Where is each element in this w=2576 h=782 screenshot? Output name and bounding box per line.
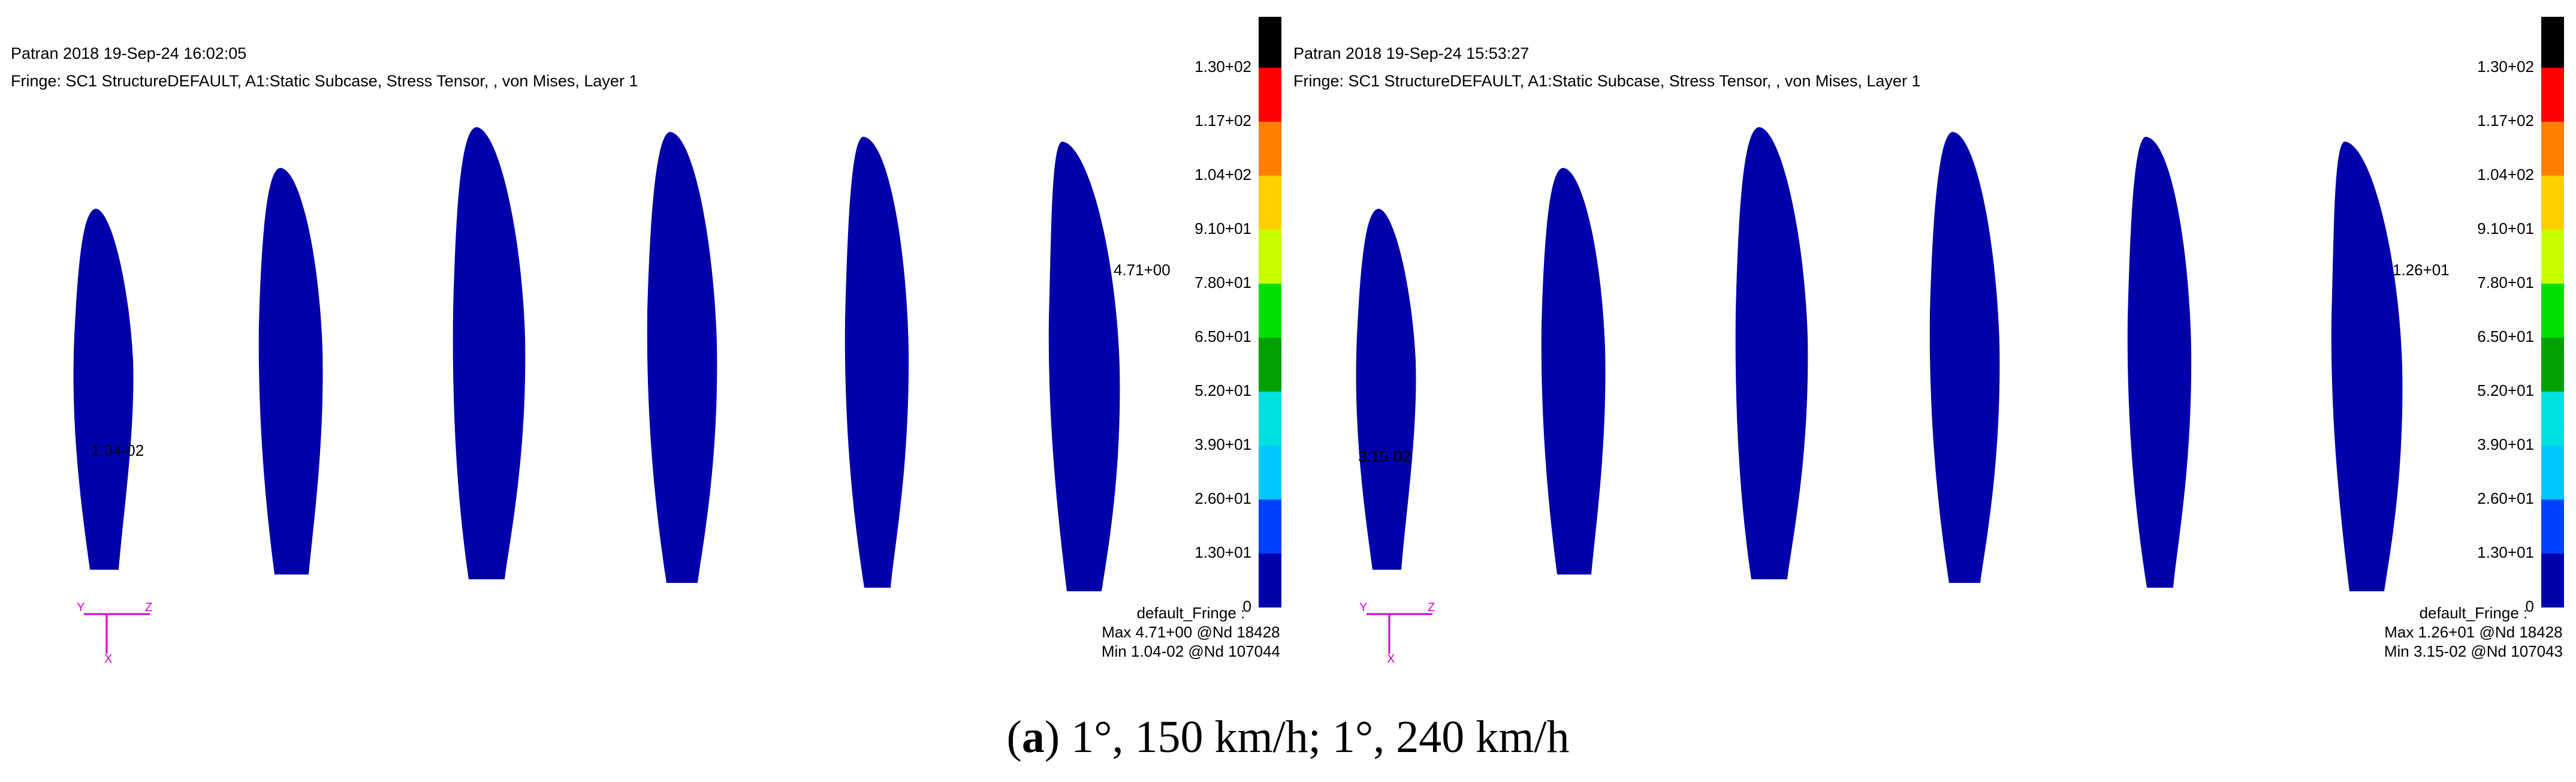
blade-section-5	[2127, 137, 2192, 588]
figure-caption: (a) 1°, 150 km/h; 1°, 240 km/h	[1006, 712, 1570, 762]
blade-section-5	[844, 137, 909, 588]
blade-section-6	[1048, 142, 1120, 591]
max-value-marker: 4.71+00	[1114, 261, 1171, 279]
colorbar-segment	[1259, 17, 1281, 68]
colorbar-segment	[1259, 122, 1281, 176]
blade-sections	[1356, 127, 2403, 591]
caption-text: ) 1°, 150 km/h; 1°, 240 km/h	[1044, 712, 1570, 762]
blade-section-4	[647, 132, 717, 583]
colorbar-segment	[2541, 176, 2564, 230]
triad-icon	[1367, 613, 1432, 654]
viewport-title: Patran 2018 19-Sep-24 16:02:05	[11, 44, 247, 62]
axis-label-y: Y	[1359, 601, 1368, 614]
fringe-description: Fringe: SC1 StructureDEFAULT, A1:Static …	[11, 72, 638, 90]
legend-footer-line: Max 4.71+00 @Nd 18428	[1102, 623, 1280, 641]
colorbar-tick: 1.30+02	[1195, 58, 1251, 76]
axis-label-z: Z	[1428, 601, 1435, 614]
colorbar-segment	[1259, 500, 1281, 554]
result-viewport-right: Patran 2018 19-Sep-24 15:53:27 Fringe: S…	[1283, 0, 2565, 702]
legend-footer-line: Min 3.15-02 @Nd 107043	[2384, 642, 2563, 660]
colorbar-tick: 7.80+01	[2477, 273, 2534, 291]
colorbar-segment	[1259, 446, 1281, 500]
result-viewport-left: Patran 2018 19-Sep-24 16:02:05 Fringe: S…	[0, 0, 1283, 702]
axis-label-z: Z	[145, 601, 153, 614]
colorbar-tick: 1.30+01	[2477, 543, 2534, 561]
blade-section-1	[1356, 209, 1416, 570]
colorbar-tick: 3.90+01	[2477, 435, 2534, 453]
blade-section-2	[258, 168, 323, 575]
legend-footer-line: default_Fringe :	[2419, 604, 2528, 622]
colorbar-segment	[2541, 554, 2564, 607]
blade-section-2	[1541, 168, 1606, 575]
legend-footer-line: default_Fringe :	[1136, 604, 1245, 622]
min-value-marker: 3.15-02	[1358, 447, 1411, 465]
colorbar-tick: 1.04+02	[2477, 166, 2534, 184]
colorbar-tick: 0	[2525, 597, 2534, 615]
legend-footer-line: Max 1.26+01 @Nd 18428	[2384, 623, 2563, 641]
colorbar-segment	[1259, 284, 1281, 338]
colorbar-tick: 1.04+02	[1195, 166, 1251, 184]
viewport-title: Patran 2018 19-Sep-24 15:53:27	[1293, 44, 1530, 62]
colorbar-tick: 1.30+01	[1195, 543, 1251, 561]
fringe-legend-footer: default_Fringe : Max 4.71+00 @Nd 18428 M…	[1102, 603, 1280, 661]
colorbar-segment	[1259, 554, 1281, 607]
colorbar-segment	[1259, 338, 1281, 392]
colorbar-tick: 6.50+01	[1195, 327, 1251, 345]
colorbar-segment	[2541, 284, 2564, 338]
axis-label-x: X	[1387, 652, 1395, 666]
colorbar-segment	[2541, 446, 2564, 500]
colorbar-tick: 1.17+02	[2477, 112, 2534, 130]
colorbar-segment	[1259, 230, 1281, 284]
colorbar-segment	[2541, 17, 2564, 68]
colorbar-tick: 9.10+01	[2477, 219, 2534, 237]
blade-section-3	[453, 127, 526, 579]
coordinate-triad: Y Z X	[72, 600, 168, 666]
coordinate-triad: Y Z X	[1355, 600, 1450, 666]
colorbar-tick: 1.17+02	[1195, 112, 1251, 130]
colorbar-segment	[2541, 338, 2564, 392]
colorbar-tick: 5.20+01	[2477, 381, 2534, 399]
colorbar-tick: 1.30+02	[2477, 58, 2534, 76]
colorbar-tick: 0	[1242, 597, 1251, 615]
colorbar-segment	[2541, 392, 2564, 446]
fringe-description: Fringe: SC1 StructureDEFAULT, A1:Static …	[1293, 72, 1921, 90]
colorbar-segment	[1259, 176, 1281, 230]
min-value-marker: 1.04-02	[91, 441, 144, 459]
colorbar-segment	[2541, 500, 2564, 554]
colorbar-tick: 5.20+01	[1195, 381, 1251, 399]
caption-letter: a	[1021, 712, 1045, 762]
blade-section-1	[73, 209, 134, 570]
colorbar-segment	[1259, 392, 1281, 446]
colorbar-tick: 2.60+01	[1195, 489, 1251, 507]
colorbar-tick: 2.60+01	[2477, 489, 2534, 507]
blade-section-4	[1929, 132, 2000, 583]
blade-section-3	[1735, 127, 1808, 579]
colorbar-tick: 7.80+01	[1195, 273, 1251, 291]
colorbar-segment	[2541, 230, 2564, 284]
colorbar-segment	[2541, 122, 2564, 176]
colorbar-segment	[2541, 68, 2564, 122]
fringe-legend-footer: default_Fringe : Max 1.26+01 @Nd 18428 M…	[2384, 603, 2563, 661]
colorbar-tick: 9.10+01	[1195, 219, 1251, 237]
legend-footer-line: Min 1.04-02 @Nd 107044	[1101, 642, 1280, 660]
blade-sections	[73, 127, 1120, 591]
colorbar-tick: 3.90+01	[1195, 435, 1251, 453]
colorbar-segment	[1259, 68, 1281, 122]
triad-icon	[84, 613, 150, 654]
colorbar-tick: 6.50+01	[2477, 327, 2534, 345]
max-value-marker: 1.26+01	[2393, 261, 2450, 279]
axis-label-x: X	[104, 652, 113, 666]
blade-section-6	[2331, 142, 2403, 591]
axis-label-y: Y	[77, 601, 85, 614]
